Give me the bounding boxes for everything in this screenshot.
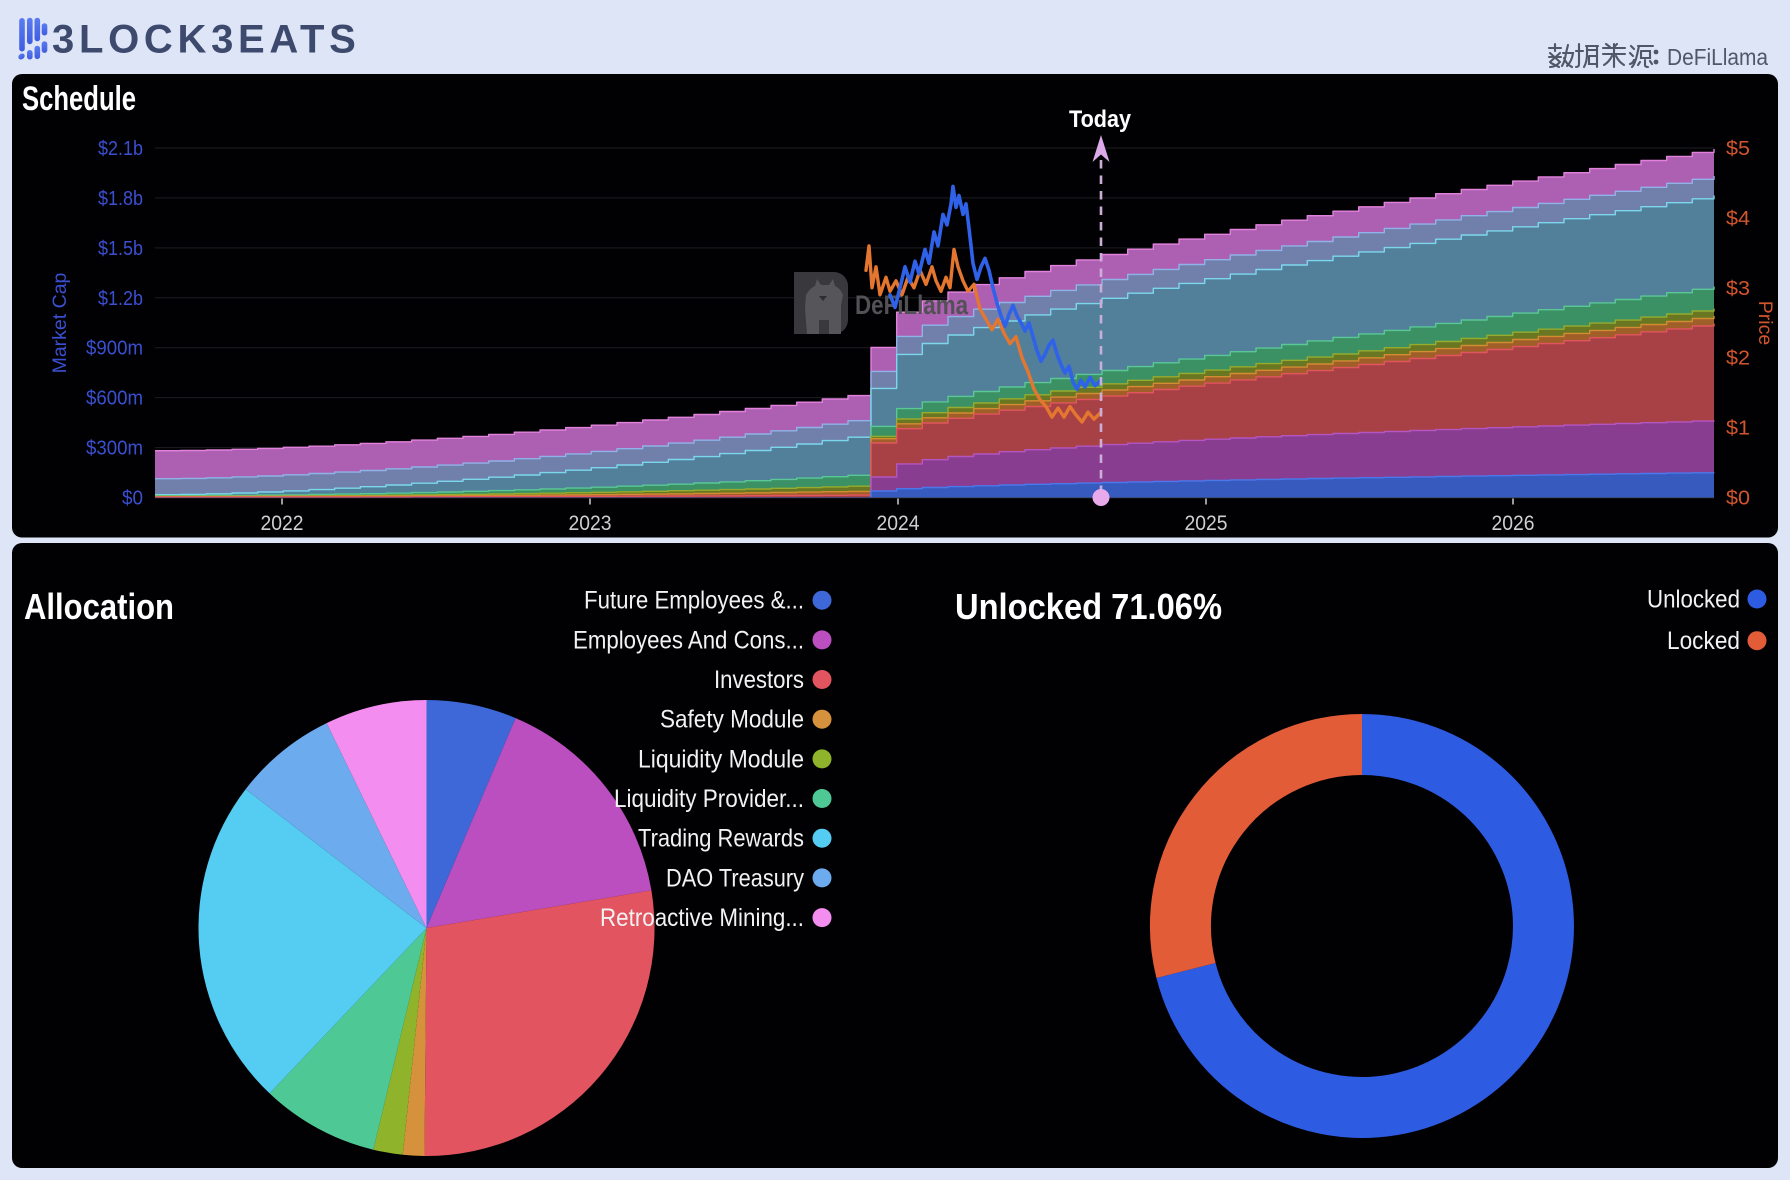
svg-text:$0: $0 [1726,488,1750,510]
svg-text:2025: 2025 [1185,512,1228,535]
svg-text:$1.8b: $1.8b [98,188,143,210]
svg-text:$5: $5 [1726,138,1750,160]
svg-text:$300m: $300m [86,438,143,460]
svg-text:$900m: $900m [86,338,143,360]
svg-text:Employees And Cons...: Employees And Cons... [573,626,804,654]
svg-text:Market Cap: Market Cap [49,272,71,373]
svg-text:$4: $4 [1726,208,1750,230]
svg-text:Liquidity Provider...: Liquidity Provider... [614,785,804,813]
svg-text:Locked: Locked [1667,627,1740,655]
svg-text:DeFiLlama: DeFiLlama [1667,44,1769,70]
svg-text:$1.2b: $1.2b [98,288,143,310]
svg-text:$0: $0 [122,488,143,510]
svg-text:Schedule: Schedule [22,80,136,118]
svg-text:$2: $2 [1726,348,1750,370]
svg-text:$1: $1 [1726,418,1750,440]
svg-text:2026: 2026 [1492,512,1535,535]
svg-text:DeFiLlama: DeFiLlama [855,290,969,320]
svg-text:DAO Treasury: DAO Treasury [666,864,804,892]
svg-text:$3: $3 [1726,278,1750,300]
svg-text:Retroactive Mining...: Retroactive Mining... [600,904,804,932]
svg-text:$600m: $600m [86,388,143,410]
svg-text:Unlocked 71.06%: Unlocked 71.06% [955,586,1222,627]
svg-text:Unlocked: Unlocked [1647,586,1740,614]
svg-text:Safety Module: Safety Module [660,706,804,734]
svg-text:$2.1b: $2.1b [98,138,143,160]
svg-text:Trading Rewards: Trading Rewards [638,825,804,853]
svg-text:Future Employees &...: Future Employees &... [584,587,804,615]
svg-text:2022: 2022 [261,512,304,535]
svg-text:Allocation: Allocation [24,586,174,627]
svg-text:$1.5b: $1.5b [98,238,143,260]
svg-text:2023: 2023 [569,512,612,535]
svg-text:Liquidity Module: Liquidity Module [638,745,804,773]
svg-text:Today: Today [1069,106,1132,133]
svg-text:3LOCK3EATS: 3LOCK3EATS [52,18,361,62]
svg-text:Investors: Investors [714,666,804,694]
svg-text:Price: Price [1754,301,1776,345]
svg-text:2024: 2024 [877,512,920,535]
